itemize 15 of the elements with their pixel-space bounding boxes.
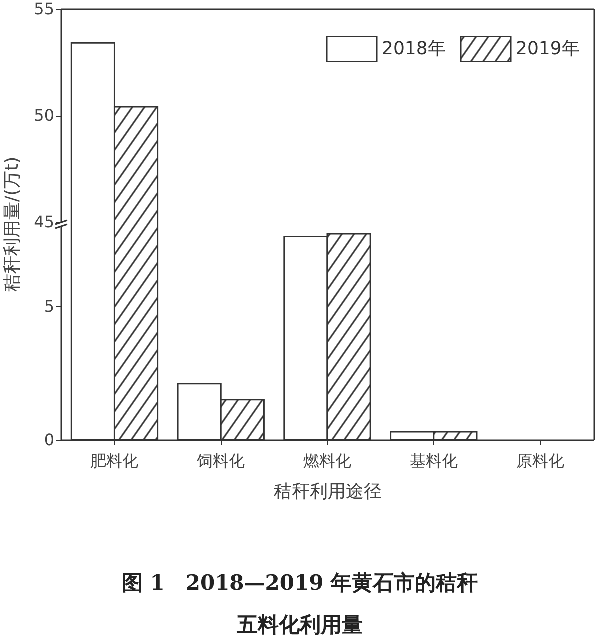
y-tick-label: 0: [44, 430, 54, 450]
y-tick-label: 5: [44, 296, 54, 316]
legend-label: 2018年: [382, 38, 446, 60]
y-axis-title: 秸秆利用量/(万t): [2, 156, 24, 292]
x-axis-title: 秸秆利用途径: [274, 482, 382, 502]
x-tick-label: 原料化: [516, 452, 564, 470]
y-tick-label: 45: [34, 212, 54, 232]
x-tick-label: 饲料化: [196, 452, 246, 470]
x-tick-label: 燃料化: [304, 452, 352, 470]
x-tick-label: 基料化: [410, 452, 458, 470]
y-tick-label: 50: [34, 106, 54, 125]
text: 图 1 2018—2019 年黄石市的秸秆五料化利用量: [120, 569, 480, 639]
legend-label: 2019年: [516, 38, 580, 60]
y-tick-label: 55: [34, 0, 54, 18]
x-tick-label: 肥料化: [90, 452, 139, 470]
